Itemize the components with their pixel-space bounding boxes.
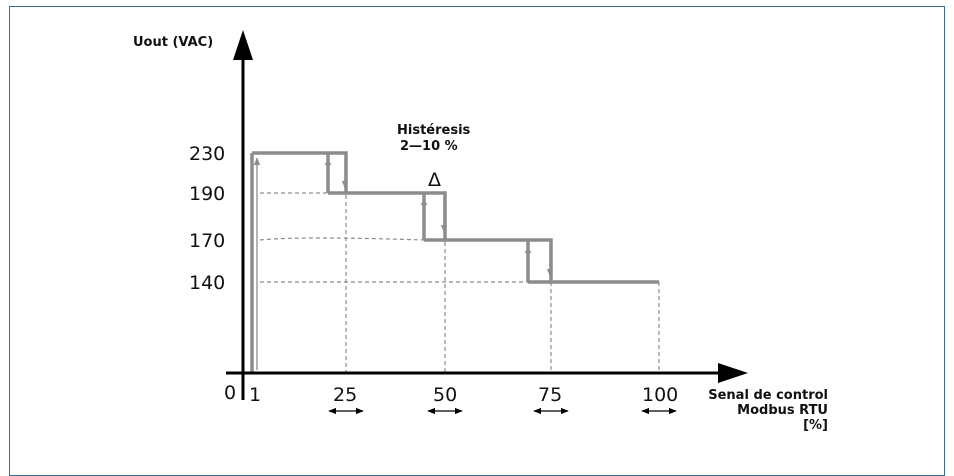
y-axis-title: Uout (VAC) xyxy=(133,35,213,50)
curve-decreasing-path xyxy=(252,151,659,284)
x-tick-labels: 1 25 50 75 100 xyxy=(249,384,678,406)
y-axis-arrowhead xyxy=(233,30,253,60)
hysteresis-range: 2—10 % xyxy=(400,139,458,154)
y-tick-230: 230 xyxy=(189,143,225,165)
hysteresis-arrows xyxy=(253,157,554,370)
hysteresis-title: Histéresis xyxy=(397,123,471,138)
x-tick-100: 100 xyxy=(642,384,678,406)
delta-symbol: Δ xyxy=(428,169,441,191)
dashed-guide-lines xyxy=(259,153,660,373)
x-axis-title-line-0: Senal de control xyxy=(708,388,828,403)
x-axis-title-line-1: Modbus RTU xyxy=(737,403,828,418)
x-axis-title-line-2: [%] xyxy=(803,418,828,433)
guide-170 xyxy=(259,237,425,241)
x-tick-25: 25 xyxy=(333,384,357,406)
y-tick-170: 170 xyxy=(189,230,225,252)
y-tick-190: 190 xyxy=(189,183,225,205)
origin-label: 0 xyxy=(224,382,236,404)
x-axis-arrowhead xyxy=(718,363,748,383)
x-tick-75: 75 xyxy=(538,384,562,406)
y-tick-140: 140 xyxy=(189,272,225,294)
x-tick-50: 50 xyxy=(433,384,457,406)
control-characteristic-diagram: Uout (VAC) 0 230 190 170 140 1 25 50 75 100 His… xyxy=(133,30,828,433)
characteristic-curve xyxy=(250,151,659,373)
y-tick-labels: 230 190 170 140 xyxy=(189,143,225,294)
x-tick-1: 1 xyxy=(249,384,261,406)
